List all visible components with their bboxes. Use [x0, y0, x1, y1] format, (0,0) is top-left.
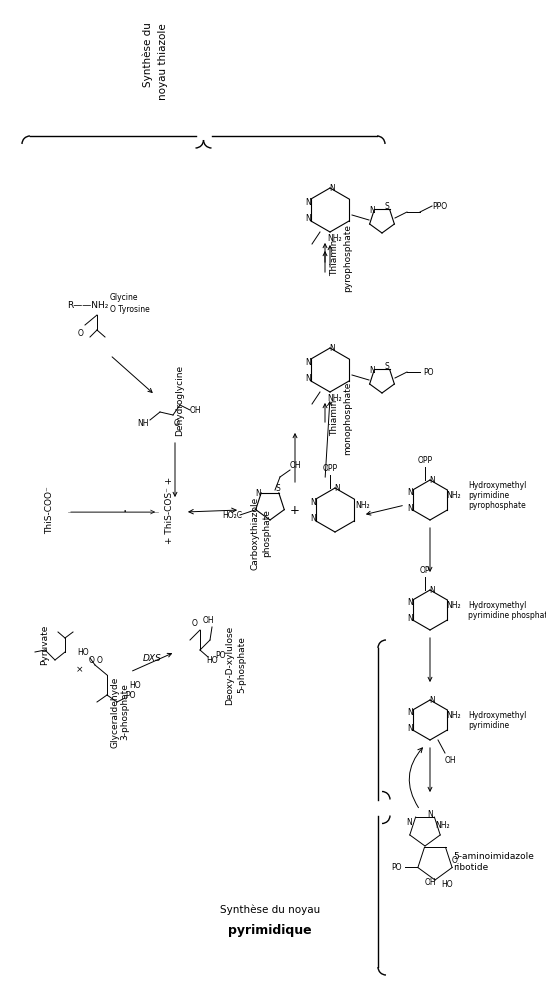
Text: pyrimidine phosphate: pyrimidine phosphate	[468, 611, 546, 620]
Text: OP: OP	[420, 566, 430, 575]
Text: S: S	[384, 362, 389, 371]
Text: Glyceraldehyde
3-phosphate: Glyceraldehyde 3-phosphate	[110, 676, 130, 748]
Text: OH: OH	[444, 756, 456, 765]
Text: OH: OH	[289, 460, 301, 469]
Text: Hydroxymethyl: Hydroxymethyl	[468, 480, 526, 489]
Text: NH₂: NH₂	[447, 490, 461, 500]
Text: 5-aminoimidazole
ribotide: 5-aminoimidazole ribotide	[453, 853, 534, 872]
Text: N: N	[427, 810, 433, 819]
Text: monophosphate: monophosphate	[343, 381, 353, 455]
Text: PO: PO	[391, 863, 402, 872]
Text: N: N	[429, 475, 435, 484]
Text: NH: NH	[137, 418, 149, 427]
Text: OPP: OPP	[418, 455, 432, 464]
Text: N: N	[255, 488, 261, 497]
Text: NH₂: NH₂	[436, 821, 450, 830]
Text: pyrimidine: pyrimidine	[468, 490, 509, 500]
Text: N: N	[369, 205, 375, 214]
Text: O Tyrosine: O Tyrosine	[110, 305, 150, 314]
Text: DXS: DXS	[143, 653, 162, 662]
Text: N: N	[407, 487, 413, 496]
Text: N: N	[429, 695, 435, 704]
Text: HO: HO	[441, 879, 453, 888]
Text: HO: HO	[77, 647, 89, 656]
Text: N: N	[407, 504, 413, 513]
Text: N: N	[407, 598, 413, 607]
Text: HO₂C: HO₂C	[222, 511, 242, 520]
Text: Dehydroglycine: Dehydroglycine	[175, 365, 185, 435]
Text: N: N	[407, 707, 413, 716]
Text: NH₂: NH₂	[355, 501, 370, 510]
Text: OH: OH	[424, 877, 436, 886]
Text: N: N	[429, 586, 435, 595]
Text: PO: PO	[215, 650, 225, 659]
Text: N: N	[310, 497, 316, 507]
Text: N: N	[334, 483, 340, 492]
Text: Synthèse du noyau: Synthèse du noyau	[220, 904, 320, 915]
Text: ThiS-COO⁻: ThiS-COO⁻	[45, 486, 54, 534]
Text: PO: PO	[124, 690, 135, 699]
Text: +: +	[290, 504, 300, 517]
Text: ×: ×	[76, 665, 84, 674]
Text: NH₂: NH₂	[328, 233, 342, 242]
Text: Carboxythiazole: Carboxythiazole	[251, 496, 259, 570]
Text: N: N	[305, 197, 311, 206]
Text: N: N	[406, 818, 412, 827]
Text: ·: ·	[123, 505, 127, 519]
Text: NH₂: NH₂	[447, 710, 461, 719]
Text: PPO: PPO	[432, 201, 448, 210]
Text: NH₂: NH₂	[447, 601, 461, 610]
Text: Deoxy-D-xylulose: Deoxy-D-xylulose	[225, 625, 234, 704]
Text: Hydroxymethyl: Hydroxymethyl	[468, 710, 526, 719]
Text: R——NH₂: R——NH₂	[67, 301, 108, 310]
Text: Hydroxymethyl: Hydroxymethyl	[468, 601, 526, 610]
Text: N: N	[305, 213, 311, 222]
Text: Pyruvate: Pyruvate	[40, 624, 50, 665]
Text: S: S	[276, 483, 281, 492]
Text: pyrophosphate: pyrophosphate	[468, 501, 526, 510]
Text: pyrimidine: pyrimidine	[468, 720, 509, 729]
Text: Thiamin: Thiamin	[330, 399, 340, 436]
Text: N: N	[305, 374, 311, 382]
Text: N: N	[305, 358, 311, 367]
Text: HO: HO	[129, 680, 141, 689]
Text: OH: OH	[189, 405, 201, 414]
Text: N: N	[310, 514, 316, 523]
Text: Thiamin: Thiamin	[330, 240, 340, 276]
Text: OH: OH	[202, 616, 214, 624]
Text: pyrophosphate: pyrophosphate	[343, 224, 353, 292]
Text: N: N	[329, 344, 335, 353]
Text: O: O	[452, 856, 458, 865]
Text: S: S	[384, 201, 389, 210]
Text: O: O	[192, 619, 198, 627]
Text: Synthèse du: Synthèse du	[143, 23, 153, 88]
Text: pyrimidique: pyrimidique	[228, 923, 312, 936]
Text: PO: PO	[423, 368, 433, 376]
Text: phosphate: phosphate	[263, 509, 271, 557]
Text: N: N	[407, 614, 413, 622]
Text: NH₂: NH₂	[328, 393, 342, 402]
Text: O: O	[174, 418, 180, 427]
Text: N: N	[369, 366, 375, 374]
Text: 5-phosphate: 5-phosphate	[238, 636, 246, 693]
Text: OPP: OPP	[323, 463, 337, 472]
Text: noyau thiazole: noyau thiazole	[158, 24, 168, 101]
Text: + ThiS-COS⁻ +: + ThiS-COS⁻ +	[165, 476, 174, 544]
Text: N: N	[329, 183, 335, 192]
Text: Glycine: Glycine	[110, 293, 139, 302]
Text: N: N	[407, 723, 413, 732]
Text: O: O	[89, 655, 95, 664]
Text: O: O	[78, 329, 84, 338]
Text: HO: HO	[206, 655, 218, 664]
Text: O: O	[97, 655, 103, 664]
